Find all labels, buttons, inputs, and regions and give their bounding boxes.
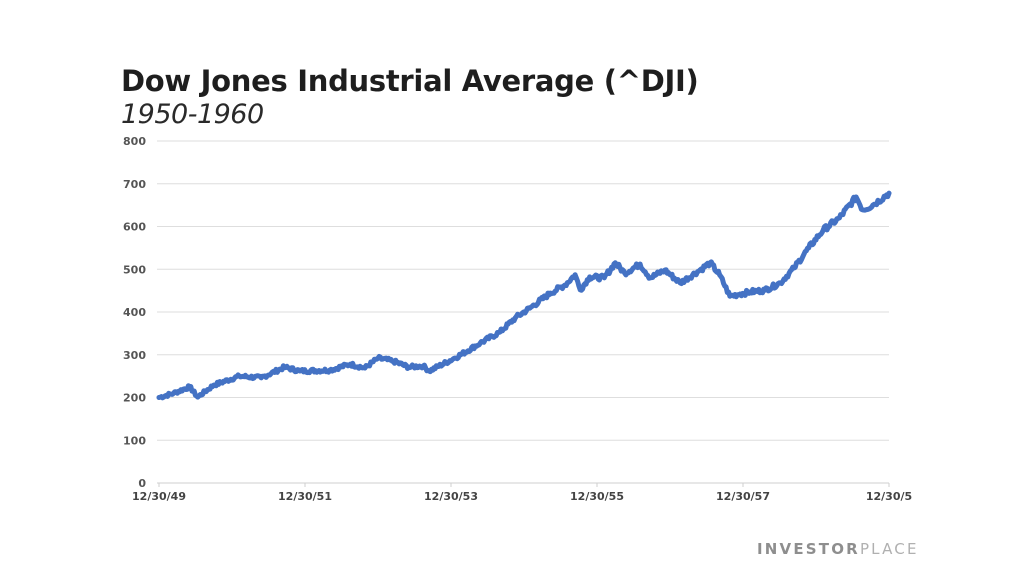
data-point xyxy=(837,215,842,221)
x-tick-label: 12/30/57 xyxy=(716,490,770,503)
logo-part-place: PLACE xyxy=(859,540,919,558)
data-point xyxy=(777,280,783,286)
data-point xyxy=(562,282,568,288)
data-point xyxy=(601,275,607,281)
x-tick-label: 12/30/55 xyxy=(570,490,624,503)
data-point xyxy=(512,315,518,321)
y-tick-label: 100 xyxy=(123,434,146,447)
data-point xyxy=(195,394,201,400)
data-point xyxy=(375,355,381,361)
chart-subtitle: 1950-1960 xyxy=(121,99,264,130)
data-point xyxy=(870,202,876,208)
data-point xyxy=(762,287,768,293)
data-point xyxy=(647,275,653,281)
data-point xyxy=(577,287,583,293)
data-point xyxy=(420,363,426,369)
investorplace-logo: INVESTORPLACE xyxy=(757,540,919,558)
data-point xyxy=(258,375,264,381)
data-point xyxy=(622,270,628,276)
logo-part-investor: INVESTOR xyxy=(757,540,860,558)
y-tick-label: 800 xyxy=(123,135,146,148)
y-tick-label: 700 xyxy=(123,178,146,191)
data-point xyxy=(547,290,553,296)
data-point xyxy=(406,364,412,370)
x-tick-label: 12/30/53 xyxy=(424,490,478,503)
y-axis-ticks: 0 100 200 300 400 500 600 700 800 xyxy=(123,135,146,490)
data-point xyxy=(282,364,287,370)
data-point xyxy=(677,280,683,286)
data-point xyxy=(527,305,533,311)
y-tick-label: 0 xyxy=(138,477,146,490)
data-point xyxy=(806,245,812,251)
chart-title: Dow Jones Industrial Average (^DJI) xyxy=(121,64,699,98)
data-point xyxy=(612,260,618,266)
x-tick-label: 12/30/49 xyxy=(132,490,186,503)
x-tick-label: 12/30/5 xyxy=(866,490,912,503)
data-point xyxy=(737,291,743,297)
data-point xyxy=(727,293,733,299)
data-point xyxy=(747,289,753,295)
y-tick-label: 400 xyxy=(123,306,146,319)
data-point xyxy=(452,355,457,361)
data-point xyxy=(662,267,668,273)
gridlines xyxy=(157,140,889,484)
data-point xyxy=(697,267,703,273)
y-tick-label: 300 xyxy=(123,349,146,362)
data-point xyxy=(297,368,303,374)
x-axis-ticks: 12/30/49 12/30/51 12/30/53 12/30/55 12/30/57… xyxy=(132,483,912,503)
data-point xyxy=(187,384,193,390)
data-point xyxy=(886,190,892,196)
y-tick-label: 600 xyxy=(123,221,146,234)
data-point xyxy=(860,207,866,213)
y-tick-label: 500 xyxy=(123,263,146,276)
data-point xyxy=(637,261,643,267)
data-point xyxy=(572,272,578,278)
data-point xyxy=(497,329,503,335)
data-point xyxy=(390,358,396,364)
data-point xyxy=(477,340,483,346)
data-point xyxy=(327,367,333,373)
data-point xyxy=(156,395,162,400)
series-line-dji xyxy=(156,190,892,401)
data-point xyxy=(211,382,217,388)
data-point xyxy=(853,194,859,200)
data-point xyxy=(717,272,722,278)
x-tick-label: 12/30/51 xyxy=(278,490,332,503)
y-tick-label: 200 xyxy=(123,392,146,405)
data-point xyxy=(820,227,826,233)
data-point xyxy=(362,365,368,371)
data-point xyxy=(791,265,797,271)
data-point xyxy=(236,373,242,379)
series-group xyxy=(156,190,892,401)
data-point xyxy=(587,274,593,280)
data-point xyxy=(171,390,177,396)
data-point xyxy=(426,368,432,374)
data-point xyxy=(707,260,713,266)
data-point xyxy=(347,361,353,367)
